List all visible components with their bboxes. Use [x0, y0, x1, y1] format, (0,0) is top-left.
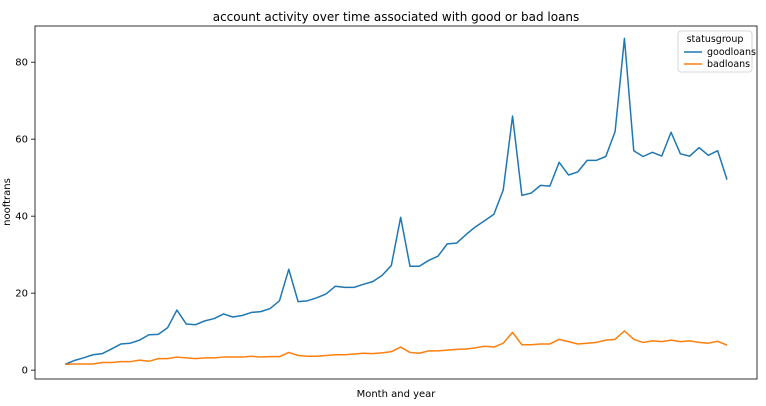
legend: statusgroup goodloans badloans	[677, 30, 756, 73]
legend-label-goodloans: goodloans	[707, 47, 756, 58]
x-axis-label: Month and year	[357, 389, 437, 400]
y-tick-label: 0	[22, 366, 28, 377]
chart-title: account activity over time associated wi…	[213, 10, 580, 24]
y-tick-label: 60	[15, 135, 28, 146]
y-axis: 0 20 40 60 80	[15, 58, 35, 377]
series-line-badloans	[64, 330, 728, 366]
y-tick-label: 80	[15, 58, 28, 69]
series-line-goodloans	[64, 37, 728, 366]
y-tick-label: 20	[15, 289, 28, 300]
y-tick-label: 40	[15, 212, 28, 223]
legend-box	[677, 30, 753, 73]
legend-title: statusgroup	[687, 34, 744, 45]
legend-label-badloans: badloans	[707, 59, 750, 70]
plot-area	[34, 25, 758, 380]
series-lines	[64, 37, 728, 366]
y-axis-label: nooftrans	[2, 178, 13, 226]
